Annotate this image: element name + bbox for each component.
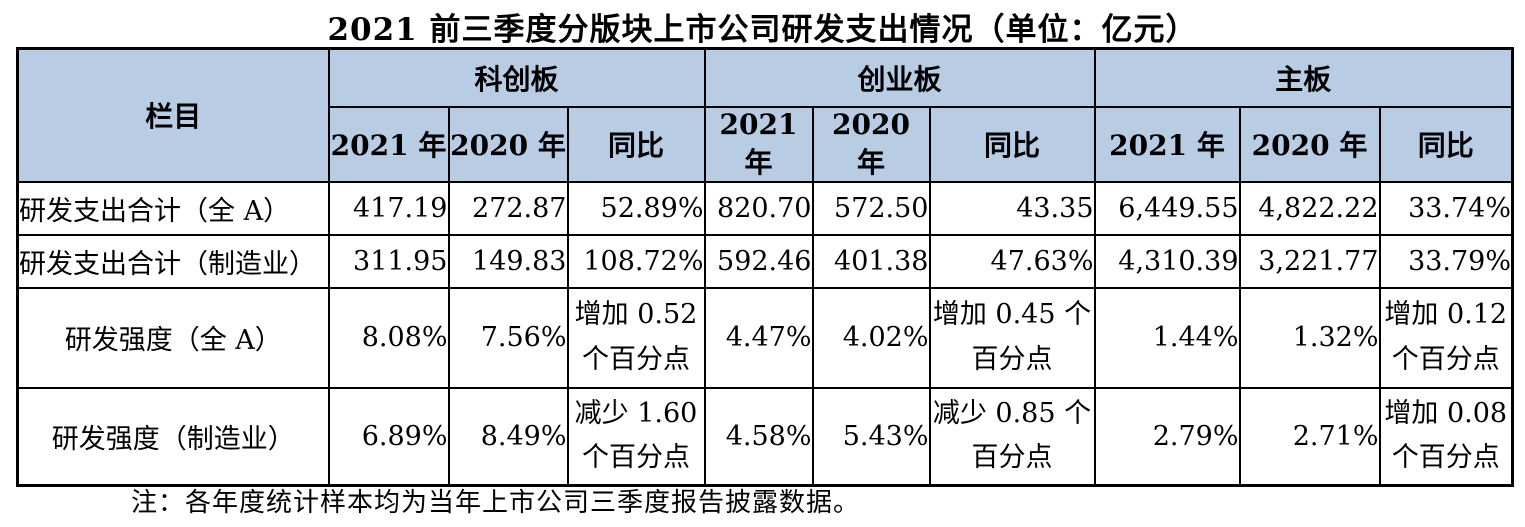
table-row: 研发强度（全 A） 8.08% 7.56% 增加 0.52 个百分点 4.47%… <box>16 286 1514 389</box>
cell-value: 417.19 <box>327 180 450 236</box>
cell-value: 2.71% <box>1238 386 1381 487</box>
cell-value: 33.79% <box>1378 233 1514 289</box>
row-label: 研发支出合计（制造业） <box>16 233 330 289</box>
cell-value: 2.79% <box>1093 386 1241 487</box>
cell-value: 6,449.55 <box>1093 180 1241 236</box>
cell-change-note: 增加 0.52 个百分点 <box>566 286 706 389</box>
subheader-chinext-2020: 2020 年 <box>811 105 931 183</box>
subheader-main-2020: 2020 年 <box>1238 105 1381 183</box>
cell-value: 6.89% <box>327 386 450 487</box>
cell-value: 4,822.22 <box>1238 180 1381 236</box>
cell-value: 8.08% <box>327 286 450 389</box>
cell-change-note: 增加 0.12 个百分点 <box>1378 286 1514 389</box>
table-title: 2021 前三季度分版块上市公司研发支出情况（单位：亿元） <box>327 12 1198 48</box>
subheader-main-yoy: 同比 <box>1378 105 1514 183</box>
group-header-chinext: 创业板 <box>703 47 1096 108</box>
cell-value: 1.32% <box>1238 286 1381 389</box>
table-row: 研发支出合计（制造业） 311.95 149.83 108.72% 592.46… <box>16 233 1514 289</box>
cell-value: 7.56% <box>447 286 569 389</box>
cell-value: 4.02% <box>811 286 931 389</box>
cell-value: 5.43% <box>811 386 931 487</box>
cell-value: 33.74% <box>1378 180 1514 236</box>
cell-value: 47.63% <box>928 233 1096 289</box>
cell-value: 820.70 <box>703 180 814 236</box>
cell-value: 311.95 <box>327 233 450 289</box>
subheader-main-2021: 2021 年 <box>1093 105 1241 183</box>
subheader-star-2021: 2021 年 <box>327 105 450 183</box>
corner-header-cell: 栏目 <box>16 47 330 183</box>
row-label: 研发支出合计（全 A） <box>16 180 330 236</box>
row-label: 研发强度（全 A） <box>16 286 330 389</box>
cell-value: 4.47% <box>703 286 814 389</box>
cell-value: 108.72% <box>566 233 706 289</box>
cell-change-note: 减少 0.85 个 百分点 <box>928 386 1096 487</box>
subheader-chinext-2021: 2021 年 <box>703 105 814 183</box>
cell-value: 401.38 <box>811 233 931 289</box>
row-label: 研发强度（制造业） <box>16 386 330 487</box>
cell-value: 43.35 <box>928 180 1096 236</box>
cell-value: 572.50 <box>811 180 931 236</box>
subheader-chinext-yoy: 同比 <box>928 105 1096 183</box>
cell-change-note: 增加 0.08 个百分点 <box>1378 386 1514 487</box>
group-header-main-board: 主板 <box>1093 47 1514 108</box>
cell-value: 52.89% <box>566 180 706 236</box>
cell-value: 3,221.77 <box>1238 233 1381 289</box>
cell-value: 272.87 <box>447 180 569 236</box>
header-row-years: 2021 年 2020 年 同比 2021 年 2020 年 同比 2021 年… <box>18 105 1514 183</box>
cell-value: 149.83 <box>447 233 569 289</box>
cell-value: 592.46 <box>703 233 814 289</box>
cell-change-note: 减少 1.60 个百分点 <box>566 386 706 487</box>
subheader-star-2020: 2020 年 <box>447 105 569 183</box>
cell-value: 4.58% <box>703 386 814 487</box>
rd-expenditure-table: 栏目 科创板 创业板 主板 2021 年 2020 年 同比 2021 年 20… <box>16 47 1515 487</box>
cell-change-note: 增加 0.45 个 百分点 <box>928 286 1096 389</box>
table-row: 研发支出合计（全 A） 417.19 272.87 52.89% 820.70 … <box>16 180 1514 236</box>
table-row: 研发强度（制造业） 6.89% 8.49% 减少 1.60 个百分点 4.58%… <box>16 386 1514 487</box>
cell-value: 8.49% <box>447 386 569 487</box>
table-footnote: 注：各年度统计样本均为当年上市公司三季度报告披露数据。 <box>131 488 861 518</box>
header-row-groups: 栏目 科创板 创业板 主板 <box>16 47 1514 183</box>
subheader-star-yoy: 同比 <box>566 105 706 183</box>
cell-value: 1.44% <box>1093 286 1241 389</box>
cell-value: 4,310.39 <box>1093 233 1241 289</box>
group-header-star-market: 科创板 <box>327 47 706 108</box>
